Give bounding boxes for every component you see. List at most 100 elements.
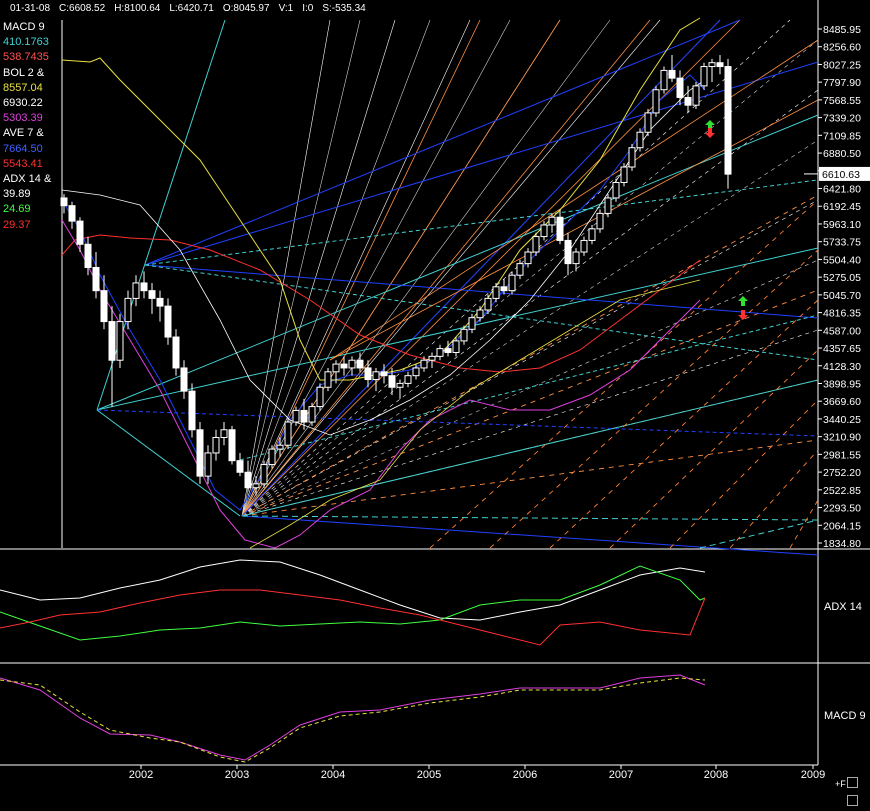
arrow-down-icon	[705, 128, 715, 138]
candle-up	[212, 436, 220, 454]
candle-up	[540, 224, 548, 238]
candle-up	[532, 236, 540, 253]
adx-panel-label: ADX 14	[824, 601, 862, 613]
candle-up	[276, 444, 284, 450]
gann-fan-line	[241, 259, 819, 517]
candle-up	[588, 228, 596, 241]
candle-down	[68, 205, 76, 222]
header-high: H:8100.64	[114, 3, 161, 14]
candle-up	[604, 197, 612, 214]
orange-channel	[609, 349, 819, 549]
candle-down	[684, 96, 692, 106]
macd-line	[0, 674, 706, 761]
cyan-dashed	[239, 314, 819, 461]
candle-up	[524, 251, 532, 265]
gann-fan-line	[241, 19, 611, 517]
candle-down	[188, 390, 196, 431]
blue-dashed	[96, 409, 819, 437]
legend-item: 5303.39	[3, 112, 43, 125]
blue-line	[144, 19, 741, 266]
gann-fan-line	[241, 19, 396, 517]
candle-up	[476, 309, 484, 319]
candle-up	[508, 274, 516, 292]
fan-orange	[241, 19, 651, 517]
candle-down	[716, 62, 724, 68]
legend-item: 5543.41	[3, 157, 43, 170]
price-tick-label: 1834.80	[823, 538, 861, 550]
window-controls[interactable]	[846, 775, 868, 806]
price-tick-label: 8485.95	[823, 24, 861, 36]
candle-up	[372, 371, 380, 381]
time-tick-label: 2004	[321, 769, 345, 781]
ma-blue	[61, 74, 706, 511]
price-tick-label: 6421.80	[823, 184, 861, 196]
candle-down	[364, 367, 372, 381]
candle-down	[196, 429, 204, 477]
cyan-dashed	[699, 519, 819, 549]
bol-lower-yellow	[249, 279, 701, 549]
chart-frame	[0, 0, 870, 766]
price-tick-label: 2752.20	[823, 467, 861, 479]
arrow-down-icon	[738, 310, 748, 320]
price-tick-label: 2522.85	[823, 485, 861, 497]
candle-up	[220, 429, 228, 438]
candle-up	[204, 452, 212, 477]
orange-channel	[489, 249, 819, 549]
candle-down	[84, 243, 92, 268]
candle-up	[596, 212, 604, 230]
trendlines	[96, 19, 819, 556]
arrow-up-icon	[705, 120, 715, 130]
candle-down	[676, 77, 684, 98]
ma-red	[61, 234, 701, 373]
fan-cyan	[241, 515, 819, 521]
candle-down	[228, 429, 236, 462]
candle-down	[340, 363, 348, 369]
candle-down	[100, 290, 108, 323]
restore-icon[interactable]	[847, 777, 858, 788]
legend-item: 24.69	[3, 203, 31, 216]
candle-up	[420, 359, 428, 369]
candle-up	[700, 66, 708, 87]
legend-item: ADX 14 &	[3, 173, 52, 186]
price-tick-label: 7109.85	[823, 130, 861, 142]
gann-fan-line	[241, 19, 471, 517]
candles	[60, 54, 732, 496]
cyan-line	[96, 19, 226, 411]
candle-down	[564, 239, 572, 265]
header-oi: I:0	[302, 3, 314, 14]
candle-up	[308, 406, 316, 423]
candle-down	[356, 359, 364, 369]
scale-icon[interactable]	[847, 795, 858, 806]
candle-down	[444, 348, 452, 353]
blue-line	[144, 61, 819, 266]
price-tick-label: 5504.40	[823, 254, 861, 266]
orange-channel	[789, 499, 819, 549]
orange-channel	[669, 399, 819, 549]
candle-up	[268, 448, 276, 466]
macd-panel-label: MACD 9	[824, 710, 866, 722]
legend-item: 410.1763	[3, 36, 49, 49]
time-tick-label: 2008	[704, 769, 728, 781]
candle-up	[292, 409, 300, 423]
gann-fan-line	[241, 19, 431, 517]
gann-fan-line	[241, 329, 819, 517]
candle-down	[380, 371, 388, 377]
candle-up	[692, 85, 700, 106]
price-axis: 8485.95 8256.60 8027.25 7797.90 7568.55 7339.…	[804, 24, 870, 550]
price-tick-label: 3898.95	[823, 378, 861, 390]
price-tick-label: 2064.15	[823, 520, 861, 532]
more-indicator: +F	[835, 779, 846, 789]
cyan-dashed	[144, 179, 819, 266]
legend-item: 39.89	[3, 188, 31, 201]
fan-orange-dashed	[241, 289, 819, 517]
time-tick-label: 2006	[513, 769, 537, 781]
candle-up	[404, 375, 412, 384]
header-open: O:8045.97	[222, 3, 270, 14]
candle-down	[76, 220, 84, 245]
candle-down	[668, 69, 676, 79]
time-tick-label: 2009	[801, 769, 825, 781]
sub-panels	[0, 120, 748, 763]
candle-up	[636, 131, 644, 149]
header-close: C:6608.52	[59, 3, 106, 14]
gann-fan-line	[241, 19, 661, 517]
